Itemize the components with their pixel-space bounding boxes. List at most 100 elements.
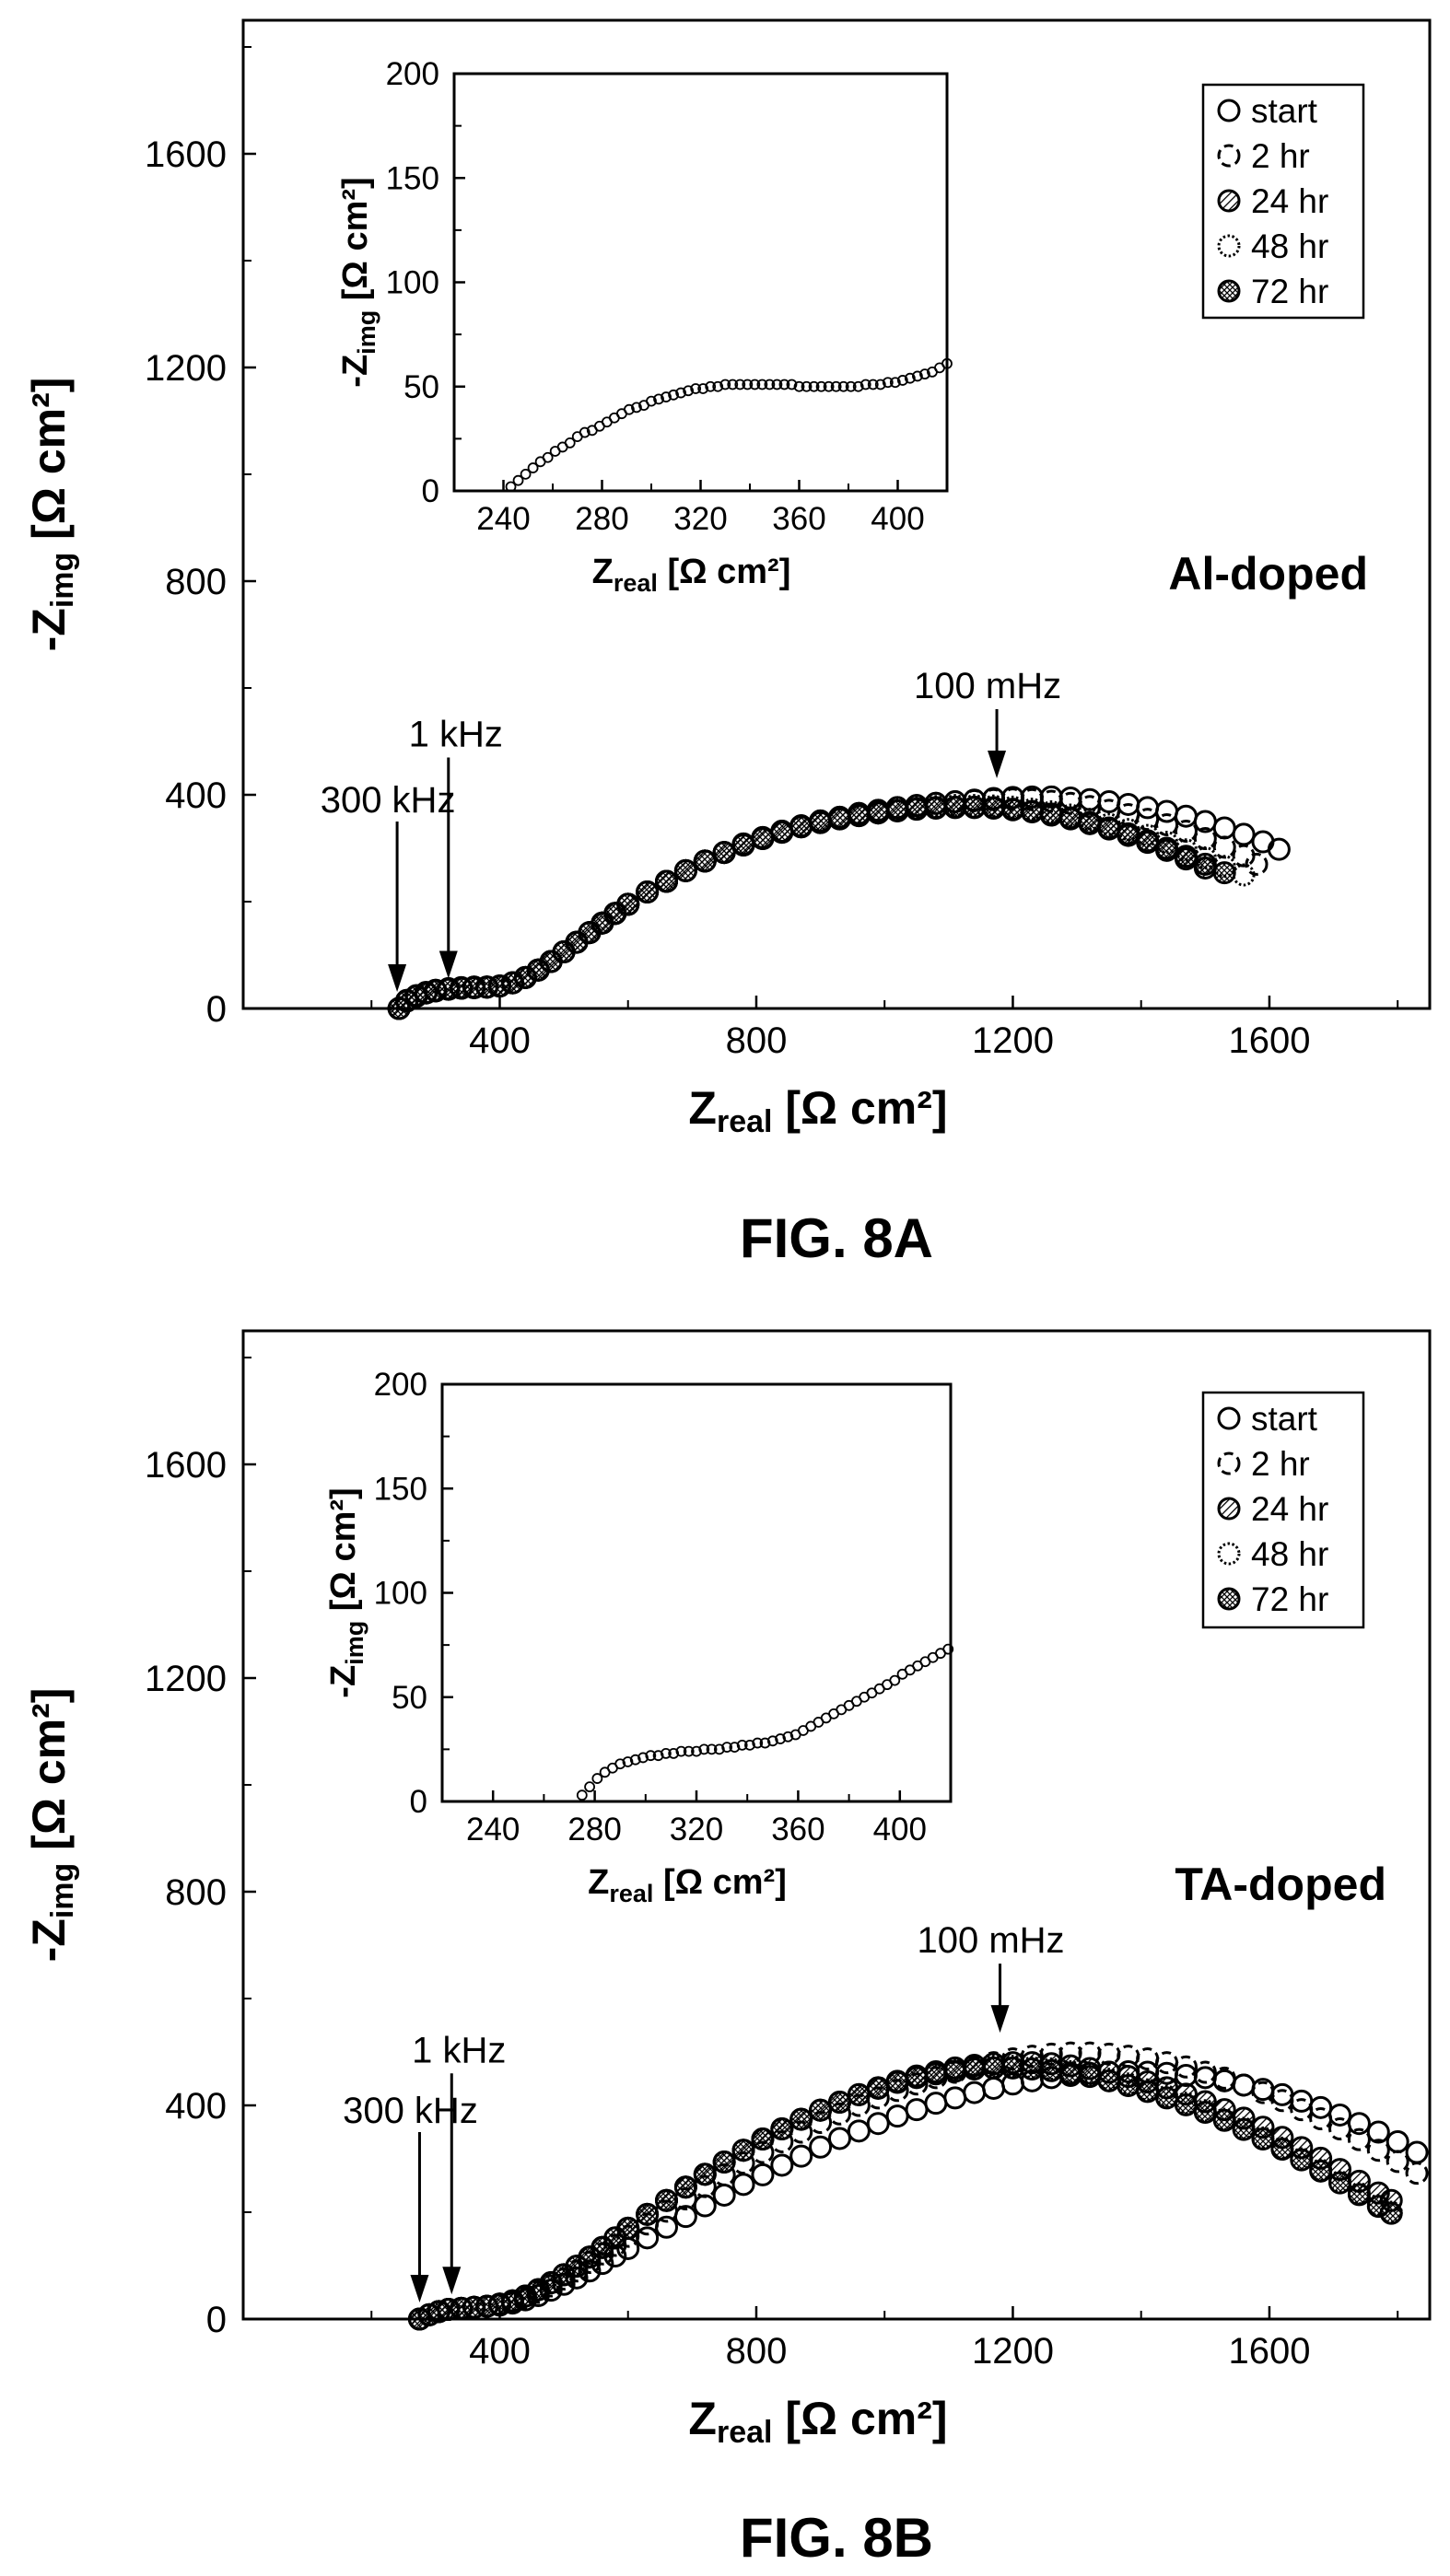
x-tick-label: 800 bbox=[726, 2331, 788, 2372]
figure-caption: FIG. 8B bbox=[740, 2507, 933, 2569]
inset-data-point bbox=[705, 380, 717, 392]
data-point bbox=[1232, 822, 1256, 846]
y-ticks: 0 400 800 1200 1600 bbox=[145, 1357, 256, 2340]
data-point bbox=[1097, 816, 1121, 840]
y-tick-label: 0 bbox=[206, 2300, 227, 2340]
data-point bbox=[1232, 2117, 1256, 2141]
data-point bbox=[924, 2062, 948, 2086]
data-point bbox=[1117, 822, 1140, 845]
data-point bbox=[809, 2098, 833, 2122]
legend-marker bbox=[1217, 279, 1241, 303]
inset-data-point bbox=[815, 380, 827, 392]
data-point bbox=[655, 2188, 679, 2212]
inset-data-point bbox=[520, 468, 532, 480]
inset-data-point bbox=[830, 380, 842, 392]
data-point bbox=[1174, 819, 1198, 843]
inset-data-point bbox=[624, 403, 635, 415]
inset-x-tick-label: 240 bbox=[476, 501, 530, 537]
data-point bbox=[1136, 796, 1160, 820]
inset-data-point bbox=[896, 375, 908, 386]
legend-item: start bbox=[1217, 92, 1318, 130]
inset-x-tick-label: 400 bbox=[873, 1812, 927, 1847]
data-point bbox=[1058, 806, 1082, 830]
inset-data-point bbox=[512, 474, 524, 486]
data-point bbox=[1212, 2066, 1236, 2090]
data-series bbox=[407, 2041, 1429, 2331]
panel-label: TA-doped bbox=[1175, 1859, 1386, 1910]
data-point bbox=[712, 2150, 736, 2174]
inset-data-point bbox=[786, 379, 798, 390]
legend-item: 24 hr bbox=[1217, 1490, 1328, 1528]
data-point bbox=[866, 801, 890, 825]
inset-x-tick-label: 240 bbox=[466, 1812, 520, 1847]
data-point bbox=[1020, 799, 1044, 823]
inset-x-tick-label: 360 bbox=[772, 501, 825, 537]
data-point bbox=[1136, 2080, 1160, 2104]
data-point bbox=[751, 827, 775, 851]
inset-y-axis-title-text: -Zimg [Ω cm²] bbox=[336, 177, 380, 387]
inset-data-point bbox=[675, 1745, 687, 1757]
inset-data-point bbox=[759, 1737, 771, 1749]
data-point bbox=[1290, 2089, 1314, 2113]
x-ticks: 400 800 1200 1600 bbox=[370, 2306, 1399, 2372]
data-point bbox=[982, 2076, 1006, 2100]
x-axis-title-subscript: real bbox=[717, 2415, 773, 2450]
data-point bbox=[1174, 845, 1198, 868]
data-point bbox=[1267, 837, 1291, 861]
data-point bbox=[1245, 852, 1269, 876]
data-point bbox=[1309, 2159, 1333, 2183]
data-point bbox=[693, 2194, 717, 2218]
data-point bbox=[963, 795, 987, 819]
y-tick-label: 400 bbox=[165, 775, 227, 816]
legend-label: start bbox=[1251, 1400, 1318, 1438]
inset-data-point bbox=[576, 1789, 588, 1801]
annotation-label: 1 kHz bbox=[412, 2030, 506, 2070]
data-point bbox=[905, 2098, 929, 2122]
inset-data-point bbox=[942, 1643, 954, 1655]
data-point bbox=[1251, 2127, 1275, 2151]
y-axis-title-unit: [Ω cm²] bbox=[23, 378, 75, 553]
inset-data-point bbox=[698, 1743, 710, 1755]
y-tick-label: 1200 bbox=[145, 1659, 227, 1699]
data-point bbox=[924, 796, 948, 820]
inset-data-point bbox=[660, 1748, 672, 1759]
inset-data-point bbox=[823, 380, 835, 392]
plot-frame bbox=[241, 18, 1432, 1010]
inset-y-tick-label: 200 bbox=[386, 56, 439, 92]
inset-data-point bbox=[867, 379, 879, 390]
data-point bbox=[1366, 2139, 1390, 2162]
inset-y-tick-label: 0 bbox=[410, 1784, 427, 1820]
data-point bbox=[1078, 810, 1102, 834]
data-point bbox=[1386, 2150, 1409, 2174]
inset-y-tick-label: 50 bbox=[392, 1680, 427, 1716]
x-axis-title-text: Zreal [Ω cm²] bbox=[688, 2393, 947, 2450]
data-point bbox=[1290, 2148, 1314, 2172]
data-point bbox=[770, 821, 794, 845]
legend-item: start bbox=[1217, 1400, 1318, 1438]
annotations: 300 kHz 1 kHz 100 mHz bbox=[321, 666, 1061, 992]
legend-marker bbox=[1217, 189, 1241, 213]
data-point bbox=[789, 2144, 813, 2168]
annotation-label: 100 mHz bbox=[918, 1920, 1065, 1961]
legend-marker bbox=[1217, 1406, 1241, 1430]
inset-data bbox=[505, 357, 953, 493]
inset-data-point bbox=[584, 1781, 595, 1793]
y-axis-title-unit: [Ω cm²] bbox=[23, 1688, 75, 1863]
inset-data-point bbox=[675, 387, 686, 399]
x-axis-title: Zreal [Ω cm²] bbox=[688, 2393, 947, 2450]
inset-data-point bbox=[683, 385, 695, 397]
data-point bbox=[789, 815, 813, 839]
data-point bbox=[693, 2162, 717, 2186]
series-72-hr bbox=[407, 2056, 1403, 2331]
data-point bbox=[943, 795, 967, 819]
data-point bbox=[751, 2162, 775, 2186]
inset-data-point bbox=[719, 379, 731, 390]
inset-y-axis-title-unit: [Ω cm²] bbox=[324, 1487, 363, 1620]
inset-data-point bbox=[591, 1773, 603, 1784]
legend-item: 72 hr bbox=[1217, 273, 1328, 310]
data-point bbox=[673, 2175, 697, 2199]
inset-y-tick-label: 100 bbox=[386, 265, 439, 301]
x-axis-title-unit: [Ω cm²] bbox=[772, 2393, 947, 2444]
inset-data-point bbox=[919, 368, 930, 380]
data-point bbox=[1117, 2074, 1140, 2098]
